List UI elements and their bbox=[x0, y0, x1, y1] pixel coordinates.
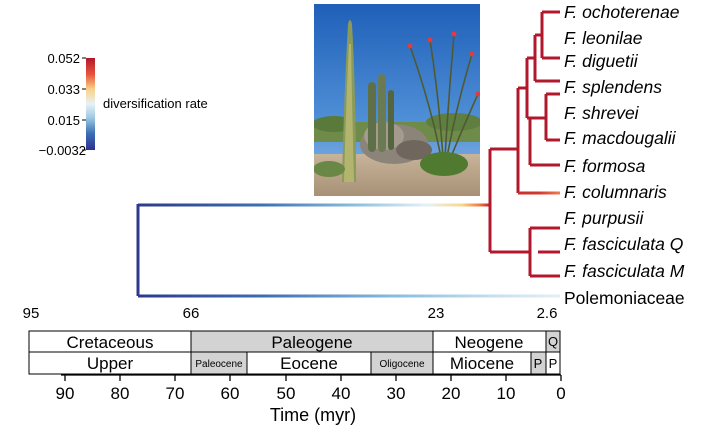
taxon-label: F. ochoterenae bbox=[564, 2, 680, 22]
taxon-label: F. splendens bbox=[564, 77, 662, 97]
epoch-label: Paleocene bbox=[195, 359, 243, 370]
legend-tick-label: 0.033 bbox=[47, 82, 80, 97]
node-ages: 95 66 23 2.6 bbox=[23, 305, 558, 322]
epoch-label: Eocene bbox=[280, 354, 338, 373]
era-label: Q bbox=[548, 334, 558, 349]
taxon-label: F. formosa bbox=[564, 156, 646, 176]
legend-tick-label: 0.052 bbox=[47, 51, 80, 66]
epoch-label: P bbox=[534, 356, 543, 371]
taxon-label: F. columnaris bbox=[564, 182, 667, 202]
taxon-label: F. purpusii bbox=[564, 208, 645, 228]
era-label: Neogene bbox=[454, 333, 523, 352]
node-age-label: 66 bbox=[183, 305, 200, 322]
tree-branches bbox=[136, 10, 560, 298]
taxon-label: F. shrevei bbox=[564, 103, 640, 123]
axis-tick-label: 60 bbox=[221, 384, 240, 403]
time-axis-labels: 90 80 70 60 50 40 30 20 10 0 Time (myr) bbox=[56, 384, 566, 425]
taxon-label: F. leonilae bbox=[564, 28, 643, 48]
legend-tick-label: 0.015 bbox=[47, 113, 80, 128]
epoch-label: Oligocene bbox=[379, 359, 424, 370]
taxon-label: F. fasciculata M bbox=[564, 261, 685, 281]
legend-tick-label: −0.0032 bbox=[39, 143, 86, 158]
epoch-label: P bbox=[549, 356, 558, 371]
axis-tick-label: 70 bbox=[166, 384, 185, 403]
axis-title: Time (myr) bbox=[270, 405, 356, 425]
axis-tick-label: 20 bbox=[442, 384, 461, 403]
node-age-label: 95 bbox=[23, 305, 40, 322]
axis-tick-label: 30 bbox=[387, 384, 406, 403]
taxon-labels: F. ochoterenae F. leonilae F. diguetii F… bbox=[564, 2, 685, 308]
axis-tick-label: 0 bbox=[556, 384, 565, 403]
legend-colorbar bbox=[86, 58, 95, 150]
legend-title: diversification rate bbox=[103, 96, 208, 111]
epoch-label: Upper bbox=[87, 354, 134, 373]
axis-tick-label: 40 bbox=[332, 384, 351, 403]
era-label: Paleogene bbox=[271, 333, 352, 352]
rate-legend: 0.052 0.033 0.015 −0.0032 diversificatio… bbox=[39, 51, 208, 158]
axis-tick-label: 80 bbox=[111, 384, 130, 403]
node-age-label: 23 bbox=[428, 305, 445, 322]
taxon-label: Polemoniaceae bbox=[564, 288, 685, 308]
node-age-label: 2.6 bbox=[537, 305, 558, 322]
epoch-pleistocene bbox=[545, 351, 561, 375]
time-axis bbox=[61, 374, 562, 381]
geologic-timescale bbox=[28, 330, 561, 375]
taxon-label: F. diguetii bbox=[564, 51, 639, 71]
axis-tick-label: 90 bbox=[56, 384, 75, 403]
timescale-labels: Cretaceous Paleogene Neogene Q Upper Pal… bbox=[67, 333, 559, 373]
era-label: Cretaceous bbox=[67, 333, 154, 352]
epoch-label: Miocene bbox=[450, 354, 514, 373]
desert-ocotillo-boojum-photo bbox=[314, 4, 480, 196]
axis-tick-label: 10 bbox=[497, 384, 516, 403]
taxon-label: F. macdougalii bbox=[564, 128, 677, 148]
axis-tick-label: 50 bbox=[277, 384, 296, 403]
taxon-label: F. fasciculata Q bbox=[564, 234, 684, 254]
